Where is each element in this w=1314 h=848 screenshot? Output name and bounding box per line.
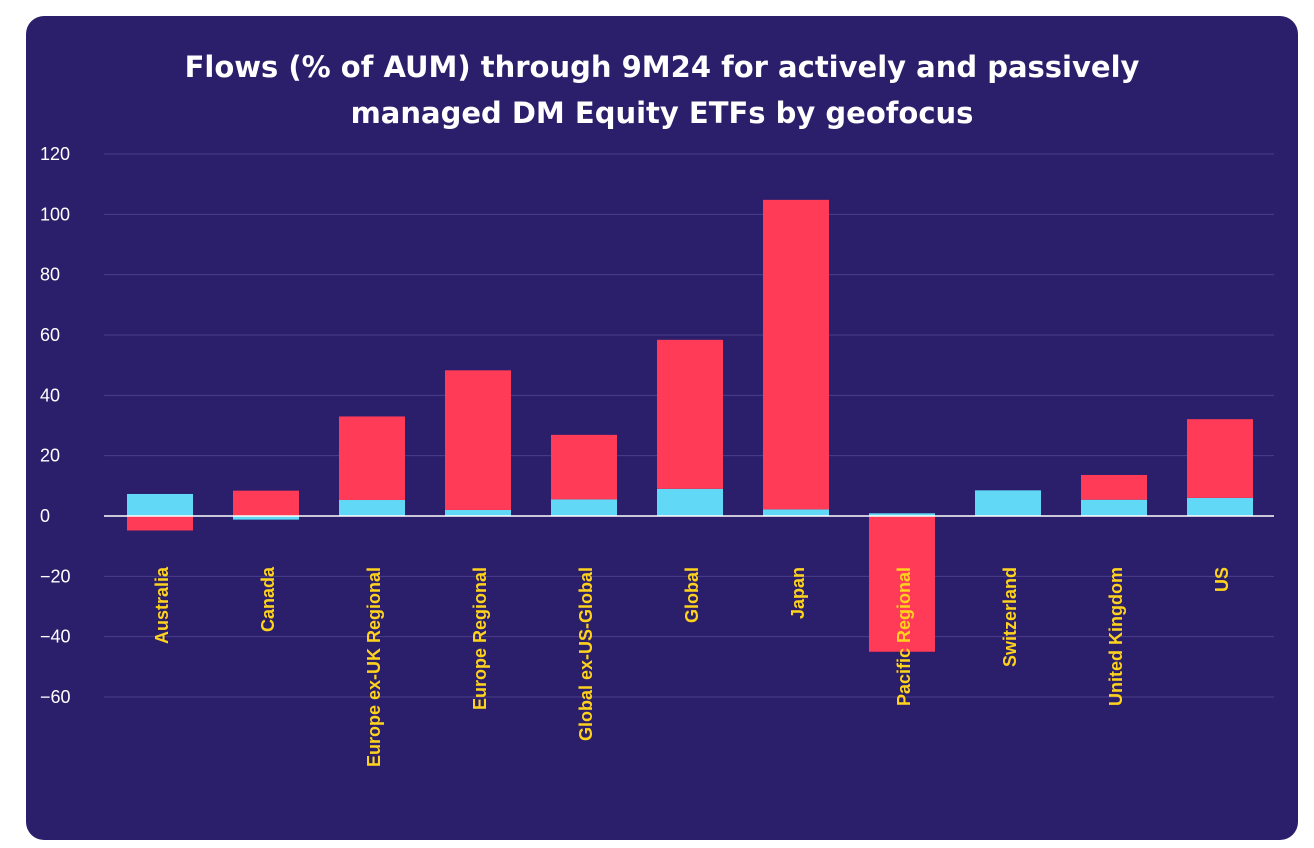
bar-passive-global [657,488,723,516]
bar-active-canada [233,490,299,516]
x-label-europe-ex-uk-regional: Europe ex-UK Regional [364,567,384,767]
chart-title-line-1: Flows (% of AUM) through 9M24 for active… [184,50,1140,84]
x-axis-labels: Australia Canada Europe ex-UK Regional Euro… [152,566,1232,767]
x-label-united-kingdom: United Kingdom [1106,567,1126,706]
bar-active-europe-regional [445,370,511,510]
chart-title: Flows (% of AUM) through 9M24 for active… [26,44,1298,136]
bar-passive-switzerland [975,490,1041,516]
x-label-europe-regional: Europe Regional [470,567,490,710]
bar-passive-us [1187,497,1253,516]
bar-passive-pacific-regional [869,513,935,516]
x-label-pacific-regional: Pacific Regional [894,567,914,706]
x-label-global-ex-us-global: Global ex-US-Global [576,567,596,741]
y-tick-label: 120 [40,144,70,164]
bar-passive-australia [127,493,193,516]
x-label-canada: Canada [258,566,278,632]
bars [127,199,1253,652]
y-tick-label: 80 [40,265,60,285]
y-tick-label: 60 [40,325,60,345]
x-label-australia: Australia [152,566,172,644]
y-tick-label: 20 [40,446,60,466]
bar-active-global-ex-us-global [551,434,617,500]
y-tick-label: 0 [40,506,50,526]
bar-active-us [1187,419,1253,498]
chart-title-line-2: managed DM Equity ETFs by geofocus [350,96,974,130]
bar-active-japan [763,199,829,510]
y-axis-ticks: 120 100 80 60 40 20 0 −20 −40 −60 [40,144,71,707]
bar-active-pacific-regional [869,516,935,652]
x-label-japan: Japan [788,567,808,619]
bar-passive-global-ex-us-global [551,499,617,516]
y-tick-label: −40 [40,627,71,647]
x-label-global: Global [682,567,702,623]
y-tick-label: −60 [40,687,71,707]
y-tick-label: 40 [40,385,60,405]
bar-passive-europe-ex-uk-regional [339,500,405,516]
x-label-switzerland: Switzerland [1000,567,1020,667]
bar-passive-united-kingdom [1081,499,1147,516]
y-tick-label: −20 [40,566,71,586]
bar-active-europe-ex-uk-regional [339,416,405,501]
bar-passive-canada [233,516,299,520]
bar-active-global [657,339,723,489]
bar-passive-japan [763,509,829,516]
y-tick-label: 100 [40,204,70,224]
bar-active-australia [127,516,193,531]
bar-active-united-kingdom [1081,474,1147,500]
x-label-us: US [1212,567,1232,592]
bar-passive-europe-regional [445,509,511,516]
